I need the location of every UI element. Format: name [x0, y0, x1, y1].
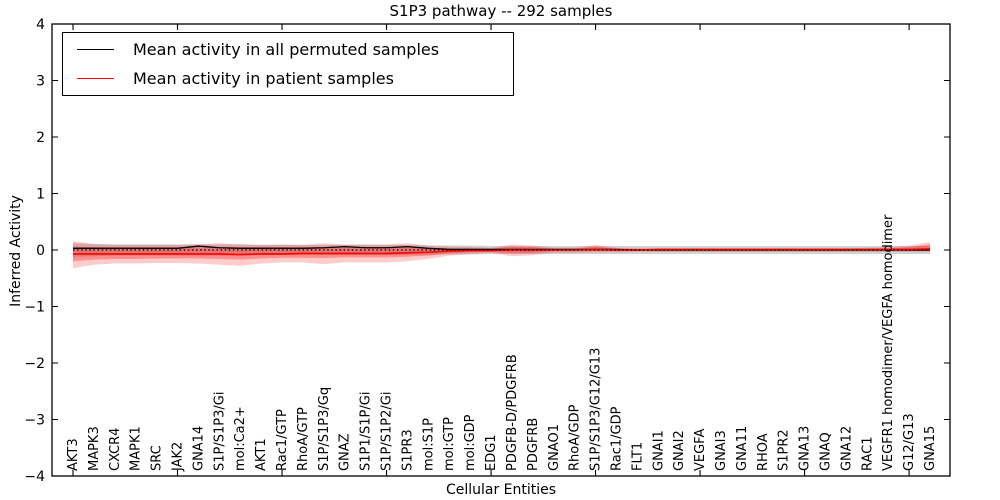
x-category-label: G12/G13 [902, 413, 917, 471]
x-category-label: FLT1 [630, 442, 645, 471]
x-category-label: mol:GTP [442, 417, 457, 471]
x-category-label: Rac1/GDP [609, 406, 624, 471]
x-category-label: PDGFB-D/PDGFRB [505, 354, 520, 471]
x-category-label: S1P1/S1P/Gi [359, 392, 374, 471]
x-category-label: VEGFA [693, 429, 708, 471]
x-category-label: AKT3 [66, 438, 81, 471]
x-category-label: JAK2 [171, 442, 186, 472]
x-category-label: S1PR3 [400, 429, 415, 471]
x-category-label: S1P/S1P2/Gi [380, 392, 395, 471]
x-category-label: S1P/S1P3/Gi [212, 392, 227, 471]
x-category-label: GNA14 [191, 426, 206, 471]
chart-title: S1P3 pathway -- 292 samples [389, 2, 613, 20]
y-tick-label: 2 [36, 130, 45, 146]
x-category-label: mol:Ca2+ [233, 406, 248, 471]
x-category-label: GNAI1 [651, 430, 666, 471]
x-category-label: PDGFRB [526, 418, 541, 471]
y-tick-label: −4 [24, 469, 45, 485]
y-tick-label: −2 [24, 356, 45, 372]
x-category-label: GNAO1 [547, 424, 562, 471]
x-category-label: mol:S1P [421, 418, 436, 471]
x-category-label: GNAI3 [714, 430, 729, 471]
x-category-label: S1P/S1P3/Gq [317, 387, 332, 471]
x-category-label: MAPK3 [87, 426, 102, 471]
y-tick-label: 3 [36, 74, 45, 90]
x-category-label: VEGFR1 homodimer/VEGFA homodimer [881, 214, 896, 471]
y-tick-label: −3 [24, 413, 45, 429]
x-category-label: RhoA/GDP [568, 404, 583, 471]
x-category-label: Rac1/GTP [275, 409, 290, 471]
x-category-label: GNAI2 [672, 430, 687, 471]
legend-item: Mean activity in all permuted samples [63, 39, 513, 59]
y-axis-label: Inferred Activity [8, 195, 24, 307]
y-tick-label: 4 [36, 17, 45, 33]
x-category-label: GNA12 [839, 426, 854, 471]
x-category-label: RHOA [756, 433, 771, 471]
legend: Mean activity in all permuted samples Me… [62, 32, 514, 96]
x-category-label: RhoA/GTP [296, 407, 311, 471]
legend-item: Mean activity in patient samples [63, 68, 513, 88]
x-category-label: GNA15 [923, 426, 938, 471]
y-tick-label: 1 [36, 187, 45, 203]
x-category-label: SRC [150, 445, 165, 471]
x-category-label: RAC1 [860, 436, 875, 471]
x-category-label: GNAZ [338, 433, 353, 471]
legend-label-patient: Mean activity in patient samples [133, 68, 394, 88]
x-axis-label: Cellular Entities [445, 482, 557, 498]
x-category-label: AKT1 [254, 438, 269, 471]
legend-label-permuted: Mean activity in all permuted samples [133, 39, 440, 59]
legend-line-black-icon [77, 49, 114, 50]
x-category-label: S1P/S1P3/G12/G13 [589, 348, 604, 471]
x-category-label: S1PR2 [777, 429, 792, 471]
x-category-label: EDG1 [484, 434, 499, 471]
x-category-label: MAPK1 [129, 426, 144, 471]
x-category-label: mol:GDP [463, 414, 478, 471]
x-category-label: CXCR4 [108, 428, 123, 471]
y-tick-label: −1 [24, 300, 45, 316]
x-category-label: GNA11 [735, 426, 750, 471]
x-category-label: GNA13 [798, 426, 813, 471]
y-tick-label: 0 [36, 243, 45, 259]
x-category-label: GNAQ [818, 432, 833, 471]
tick-marks [52, 23, 950, 477]
legend-line-red-icon [77, 78, 114, 79]
